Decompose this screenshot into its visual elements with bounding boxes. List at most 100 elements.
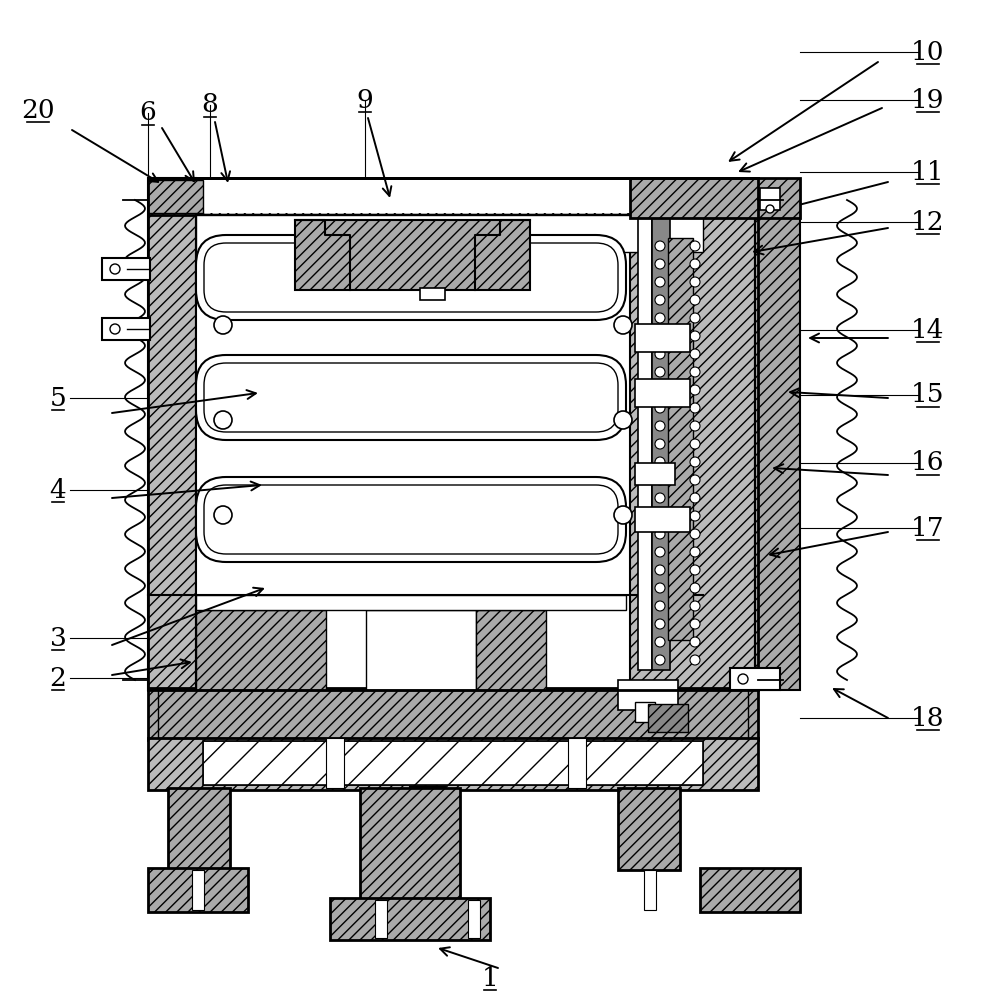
Circle shape <box>690 475 700 485</box>
Bar <box>730 668 780 690</box>
Circle shape <box>655 241 665 251</box>
Bar <box>635 507 690 532</box>
Circle shape <box>214 316 232 334</box>
Text: 10: 10 <box>911 39 945 64</box>
Circle shape <box>655 367 665 377</box>
Bar <box>330 898 490 940</box>
Bar <box>375 900 387 938</box>
Bar <box>635 324 690 352</box>
Circle shape <box>655 511 665 521</box>
Bar <box>196 215 703 690</box>
Circle shape <box>690 457 700 467</box>
Circle shape <box>655 385 665 395</box>
Circle shape <box>690 313 700 323</box>
Bar <box>703 180 758 213</box>
Circle shape <box>690 511 700 521</box>
Circle shape <box>110 324 120 334</box>
Circle shape <box>655 583 665 593</box>
Circle shape <box>738 674 748 684</box>
Text: 11: 11 <box>911 159 945 184</box>
Circle shape <box>690 367 700 377</box>
Circle shape <box>690 295 700 305</box>
Circle shape <box>690 493 700 503</box>
Circle shape <box>690 349 700 359</box>
Circle shape <box>690 241 700 251</box>
Circle shape <box>614 506 632 524</box>
Circle shape <box>655 565 665 575</box>
Bar <box>148 178 758 690</box>
Circle shape <box>690 655 700 665</box>
Bar <box>148 738 758 790</box>
Text: 16: 16 <box>911 450 945 476</box>
Bar <box>618 788 680 870</box>
Bar <box>366 610 476 690</box>
Bar <box>326 738 344 788</box>
Bar <box>648 704 688 732</box>
Bar <box>148 180 203 213</box>
Bar <box>568 738 586 788</box>
Circle shape <box>655 529 665 539</box>
Bar <box>148 868 248 912</box>
Circle shape <box>655 295 665 305</box>
Text: 2: 2 <box>49 666 67 690</box>
Bar <box>410 787 445 845</box>
Text: 6: 6 <box>139 101 156 125</box>
Circle shape <box>655 601 665 611</box>
Bar <box>630 178 800 218</box>
Bar <box>295 220 530 290</box>
FancyBboxPatch shape <box>196 355 626 440</box>
Circle shape <box>690 385 700 395</box>
Circle shape <box>690 421 700 431</box>
Bar <box>668 238 693 640</box>
Bar <box>644 870 656 910</box>
Bar <box>148 688 758 740</box>
Bar <box>415 842 440 870</box>
FancyBboxPatch shape <box>204 243 618 312</box>
Text: 19: 19 <box>911 88 945 112</box>
Bar <box>196 595 626 610</box>
Bar <box>203 741 703 785</box>
Circle shape <box>655 313 665 323</box>
Circle shape <box>655 475 665 485</box>
Text: 14: 14 <box>911 318 945 342</box>
FancyBboxPatch shape <box>204 485 618 554</box>
Circle shape <box>655 439 665 449</box>
Text: 18: 18 <box>911 706 945 730</box>
Bar <box>635 702 655 722</box>
Circle shape <box>655 619 665 629</box>
Circle shape <box>690 259 700 269</box>
Bar <box>196 610 326 690</box>
Circle shape <box>655 277 665 287</box>
Circle shape <box>655 457 665 467</box>
Circle shape <box>614 316 632 334</box>
Text: 5: 5 <box>50 385 67 410</box>
Bar <box>158 690 748 738</box>
Bar <box>468 900 480 938</box>
Circle shape <box>655 547 665 557</box>
Circle shape <box>690 331 700 341</box>
Bar <box>102 318 150 340</box>
FancyBboxPatch shape <box>204 363 618 432</box>
Bar <box>476 610 546 690</box>
Bar <box>638 218 652 670</box>
Bar <box>168 788 230 870</box>
Bar <box>196 215 703 252</box>
Text: 8: 8 <box>201 93 218 117</box>
Circle shape <box>655 403 665 413</box>
FancyBboxPatch shape <box>196 477 626 562</box>
Text: 1: 1 <box>481 966 499 990</box>
Bar <box>102 258 150 280</box>
Circle shape <box>655 637 665 647</box>
Circle shape <box>690 547 700 557</box>
Bar <box>618 680 678 710</box>
Bar <box>760 188 780 210</box>
Bar <box>203 741 703 785</box>
Circle shape <box>655 421 665 431</box>
Circle shape <box>214 506 232 524</box>
Text: 4: 4 <box>50 478 67 502</box>
Circle shape <box>655 259 665 269</box>
Circle shape <box>214 411 232 429</box>
Circle shape <box>655 655 665 665</box>
Circle shape <box>655 331 665 341</box>
Bar <box>652 218 670 670</box>
